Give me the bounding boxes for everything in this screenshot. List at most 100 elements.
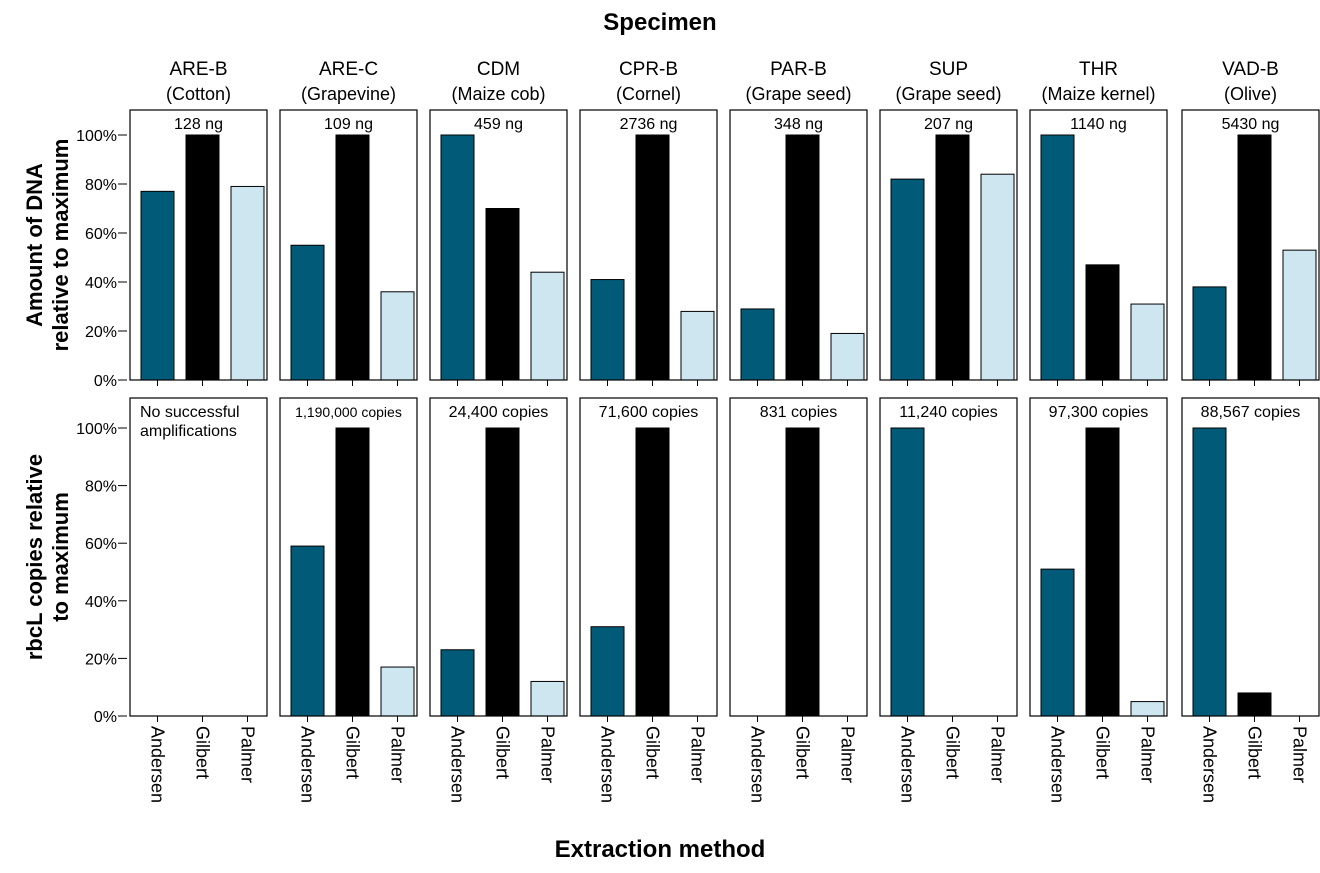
y-tick-label: 40%: [85, 275, 117, 292]
x-tick-label-gilbert: Gilbert: [1093, 726, 1113, 779]
panel-frame: [729, 397, 868, 717]
bar-gilbert: [1085, 427, 1120, 717]
panel-annotation: 348 ng: [774, 116, 823, 133]
panel-frame: [1181, 397, 1320, 717]
bar-andersen: [890, 427, 925, 717]
panel-annotation: 5430 ng: [1222, 116, 1280, 133]
panel-frame: [879, 109, 1018, 381]
bar-andersen: [140, 190, 175, 381]
panel-frame: [129, 109, 268, 381]
specimen-material: (Maize cob): [451, 84, 545, 104]
panel-frame: [279, 109, 418, 381]
bar-gilbert: [335, 427, 370, 717]
panel-annotation: No successful: [140, 404, 240, 421]
specimen-material: (Grape seed): [895, 84, 1001, 104]
x-tick-label-andersen: Andersen: [898, 726, 918, 803]
x-tick-label-palmer: Palmer: [838, 726, 858, 783]
bar-andersen: [890, 178, 925, 381]
panel-frame: [579, 397, 718, 717]
panel-frame: [429, 397, 568, 717]
panel-annotation: 831 copies: [760, 404, 837, 421]
panel-frame: [879, 397, 1018, 717]
x-tick-label-palmer: Palmer: [688, 726, 708, 783]
bar-andersen: [440, 649, 475, 717]
bar-palmer: [830, 332, 865, 381]
bar-palmer: [530, 680, 565, 717]
bar-andersen: [290, 244, 325, 381]
specimen-name: VAD-B: [1222, 59, 1279, 80]
bar-gilbert: [935, 134, 970, 381]
y-tick-label: 80%: [85, 479, 117, 496]
specimen-material: (Maize kernel): [1041, 84, 1155, 104]
bar-palmer: [1282, 249, 1317, 381]
y-tick-label: 100%: [76, 421, 117, 438]
specimen-material: (Cornel): [616, 84, 681, 104]
panel-annotation: 1140 ng: [1070, 116, 1127, 133]
panel-annotation: 2736 ng: [620, 116, 678, 133]
bar-andersen: [440, 134, 475, 381]
y-tick-label: 20%: [85, 651, 117, 668]
bar-andersen: [1192, 286, 1227, 381]
y-tick-label: 40%: [85, 594, 117, 611]
bar-andersen: [590, 626, 625, 717]
panel-annotation: 128 ng: [174, 116, 223, 133]
y-tick-label: 80%: [85, 177, 117, 194]
x-tick-label-gilbert: Gilbert: [493, 726, 513, 779]
x-tick-label-andersen: Andersen: [748, 726, 768, 803]
x-tick-label-andersen: Andersen: [448, 726, 468, 803]
x-tick-label-gilbert: Gilbert: [1245, 726, 1265, 779]
specimen-name: ARE-B: [169, 59, 227, 80]
x-tick-label-gilbert: Gilbert: [643, 726, 663, 779]
x-tick-label-gilbert: Gilbert: [343, 726, 363, 779]
specimen-name: ARE-C: [319, 59, 378, 80]
y-tick-label: 0%: [94, 709, 117, 726]
y-axis-label-line2: to maximum: [48, 492, 73, 622]
panel-frame: [1029, 397, 1168, 717]
chart-title: Specimen: [603, 9, 716, 36]
bar-palmer: [380, 291, 415, 381]
panel-frame: [729, 109, 868, 381]
x-tick-label-palmer: Palmer: [1290, 726, 1310, 783]
bar-gilbert: [185, 134, 220, 381]
panel-annotation: 1,190,000 copies: [295, 404, 402, 420]
panel-frame: [129, 397, 268, 717]
x-axis-title: Extraction method: [555, 836, 766, 863]
panel-annotation: 109 ng: [324, 116, 373, 133]
bar-palmer: [1130, 701, 1165, 717]
y-axis-label-line1: rbcL copies relative: [22, 454, 47, 660]
y-tick-label: 0%: [94, 373, 117, 390]
bar-andersen: [590, 279, 625, 381]
bar-palmer: [530, 271, 565, 381]
specimen-name: SUP: [929, 59, 968, 80]
bar-gilbert: [1237, 692, 1272, 717]
x-tick-label-palmer: Palmer: [388, 726, 408, 783]
x-tick-label-andersen: Andersen: [298, 726, 318, 803]
panel-annotation: 88,567 copies: [1201, 404, 1301, 421]
specimen-name: CDM: [477, 59, 520, 80]
bar-gilbert: [635, 427, 670, 717]
y-tick-label: 60%: [85, 536, 117, 553]
panel-annotation: 207 ng: [924, 116, 973, 133]
x-tick-label-andersen: Andersen: [148, 726, 168, 803]
panel-annotation: 11,240 copies: [899, 404, 997, 421]
x-tick-label-palmer: Palmer: [988, 726, 1008, 783]
specimen-material: (Grapevine): [301, 84, 396, 104]
bar-gilbert: [635, 134, 670, 381]
x-tick-label-palmer: Palmer: [538, 726, 558, 783]
specimen-name: THR: [1079, 59, 1118, 80]
panel-annotation: 459 ng: [474, 116, 523, 133]
bar-gilbert: [485, 208, 520, 381]
y-axis-label-line1: Amount of DNA: [22, 163, 47, 327]
panel-annotation-line2: amplifications: [140, 423, 237, 440]
panel-annotation: 97,300 copies: [1049, 404, 1149, 421]
x-tick-label-gilbert: Gilbert: [193, 726, 213, 779]
y-axis-label-line2: relative to maximum: [48, 139, 73, 352]
bar-palmer: [680, 310, 715, 381]
bar-palmer: [380, 666, 415, 717]
bar-andersen: [1040, 134, 1075, 381]
bar-gilbert: [785, 134, 820, 381]
panel-frame: [579, 109, 718, 381]
x-tick-label-andersen: Andersen: [1048, 726, 1068, 803]
